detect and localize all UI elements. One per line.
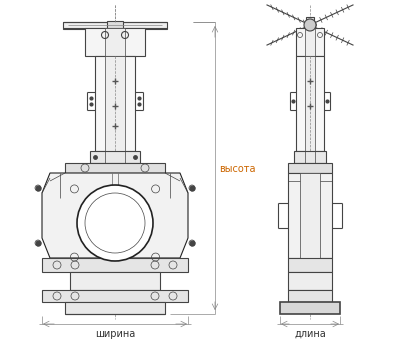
Bar [95, 56, 135, 151]
Bar [90, 151, 140, 163]
Bar [85, 28, 145, 56]
Bar [42, 258, 188, 272]
Bar [305, 151, 315, 163]
Bar [42, 290, 188, 302]
Bar [300, 173, 320, 258]
Text: длина: длина [294, 329, 326, 339]
Bar [105, 56, 125, 151]
Bar [296, 28, 324, 56]
Bar [296, 56, 324, 151]
Polygon shape [42, 173, 188, 258]
Circle shape [304, 19, 316, 31]
Bar [288, 258, 332, 272]
Bar [288, 163, 332, 173]
Bar [105, 151, 125, 163]
Bar [105, 28, 125, 56]
Bar [305, 28, 315, 56]
Bar [63, 22, 167, 29]
Bar [306, 17, 314, 23]
Bar [107, 21, 123, 29]
Bar [65, 163, 165, 173]
Bar [294, 151, 326, 163]
Text: высота: высота [219, 164, 256, 174]
Text: ширина: ширина [95, 329, 135, 339]
Bar [305, 56, 315, 151]
Bar [288, 173, 332, 258]
Bar [280, 302, 340, 314]
Circle shape [77, 185, 153, 261]
Bar [65, 302, 165, 314]
Bar [288, 272, 332, 290]
Bar [288, 290, 332, 302]
Bar [70, 272, 160, 290]
